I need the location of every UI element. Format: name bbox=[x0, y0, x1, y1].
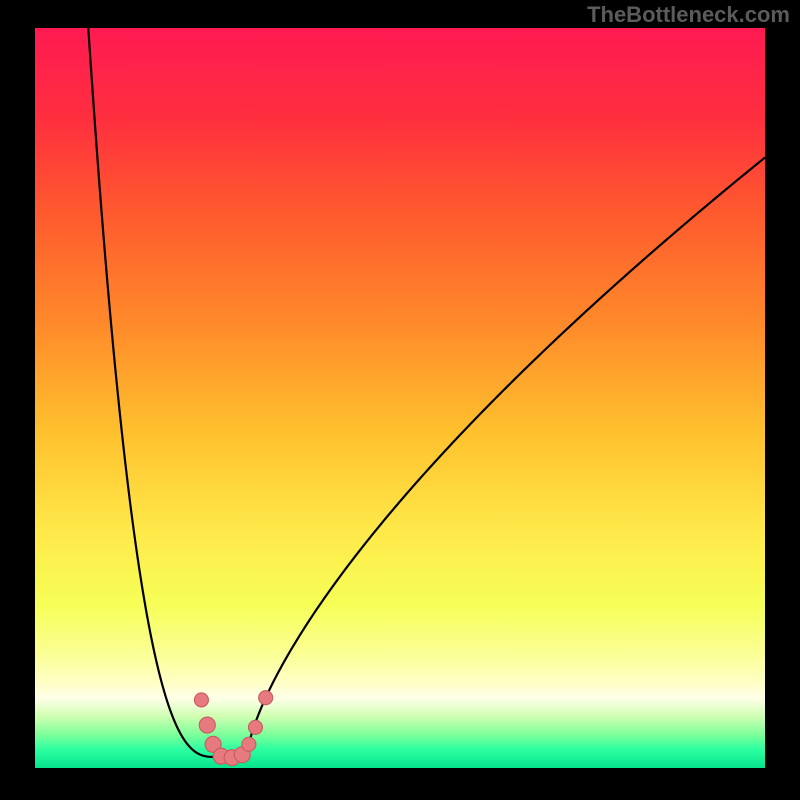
data-marker bbox=[259, 691, 273, 705]
watermark-text: TheBottleneck.com bbox=[587, 2, 790, 28]
data-marker bbox=[199, 717, 215, 733]
chart-svg bbox=[35, 28, 765, 768]
gradient-background bbox=[35, 28, 765, 768]
chart-frame: TheBottleneck.com bbox=[0, 0, 800, 800]
data-marker bbox=[248, 720, 262, 734]
data-marker bbox=[194, 693, 208, 707]
plot-area bbox=[35, 28, 765, 768]
data-marker bbox=[242, 737, 256, 751]
